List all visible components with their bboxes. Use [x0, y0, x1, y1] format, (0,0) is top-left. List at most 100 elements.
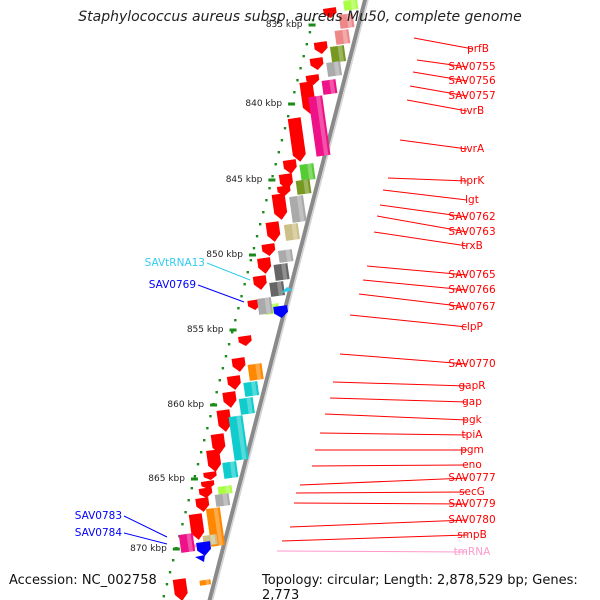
cog-class-box-body: [178, 533, 196, 553]
label-leader: [324, 413, 468, 421]
ruler-dot: [265, 199, 268, 202]
cog-class-box-shine: [315, 95, 329, 156]
cds-forward-arrow: [265, 221, 281, 242]
label-leader: [197, 284, 245, 303]
gene-label: SAV0769: [149, 279, 196, 291]
cog-class-box: [178, 533, 196, 553]
cog-class-box-shine: [303, 179, 310, 194]
ruler-dot: [224, 355, 228, 358]
cog-class-box: [289, 195, 307, 223]
gene-label: hprK: [460, 175, 486, 187]
gene-label: eno: [462, 459, 482, 471]
cog-class-box: [243, 381, 260, 397]
ruler-dot: [215, 391, 218, 394]
cog-class-box-shine: [296, 195, 305, 222]
cog-class-box-shine: [329, 79, 336, 94]
ruler-tick: [248, 253, 256, 257]
label-leader: [295, 491, 468, 494]
label-leader: [276, 550, 468, 553]
cog-class-box-shine: [205, 579, 210, 585]
cog-class-box: [247, 363, 264, 381]
cds-forward-arrow: [226, 375, 241, 390]
cog-class-box-shine: [222, 493, 229, 506]
cog-class-box: [273, 263, 290, 281]
cog-class-box: [334, 29, 351, 45]
label-leader: [399, 139, 468, 150]
gene-label: SAV0767: [448, 301, 495, 313]
label-leader: [123, 532, 168, 545]
cds-forward-arrow: [257, 257, 272, 274]
cog-class-box-shine: [236, 415, 247, 460]
cds-forward-arrow: [222, 391, 237, 408]
cog-class-box: [338, 13, 355, 29]
label-leader: [339, 353, 468, 365]
cog-class-box-shine: [333, 61, 340, 76]
genome-backbone: [207, 0, 369, 600]
cds-forward-arrow: [282, 159, 297, 174]
gene-label: clpP: [461, 321, 483, 333]
gene-label: gapR: [458, 380, 485, 392]
ruler-dot: [311, 19, 315, 22]
cds-forward-arrow: [206, 449, 222, 472]
ruler-dot: [293, 91, 296, 94]
cds-forward-arrow: [271, 193, 288, 220]
backbone-line: [207, 0, 368, 600]
cds-forward-arrow: [210, 433, 226, 454]
ruler-dot: [199, 451, 203, 454]
gene-label: SAV0777: [448, 472, 495, 484]
cog-class-box-body: [217, 485, 233, 495]
cog-class-box: [295, 179, 312, 195]
cds-forward-arrow: [172, 578, 188, 600]
cog-class-box-shine: [225, 485, 231, 494]
cds-forward-arrow: [216, 409, 232, 432]
cds-forward-arrow: [231, 357, 246, 372]
gene-features: [172, 0, 359, 600]
gene-label: trxB: [461, 240, 483, 252]
ruler-dot: [184, 511, 187, 514]
ruler-label: 870 kbp: [130, 544, 167, 554]
gene-label: SAV0779: [448, 498, 495, 510]
cog-class-box-body: [308, 95, 331, 157]
cog-class-box-body: [321, 79, 338, 95]
ruler-dot: [255, 235, 259, 238]
cog-class-box: [343, 0, 359, 11]
gene-label: pgk: [462, 414, 482, 426]
ruler-dot: [302, 55, 305, 58]
label-leader: [416, 59, 468, 68]
label-leader: [373, 231, 468, 247]
gene-labels: prfB SAV0755 SAV0756 SAV0757 uvrB uvrA hprK lgt…: [75, 43, 496, 558]
ruler-tick: [229, 328, 237, 332]
cog-class-box: [222, 461, 239, 479]
label-leader: [123, 515, 168, 538]
cog-class-box-body: [247, 363, 264, 381]
cog-class-box-shine: [337, 45, 344, 62]
label-leader: [206, 262, 251, 281]
gene-label: SAV0763: [448, 226, 495, 238]
gene-label: SAVtRNA13: [145, 257, 205, 269]
cog-class-box: [269, 281, 286, 297]
cds-reverse-arrow: [273, 305, 289, 318]
gene-label: SAV0757: [448, 90, 495, 102]
cds-forward-arrow: [238, 335, 252, 346]
ruler-dot: [240, 295, 243, 298]
cog-class-box-body: [273, 263, 290, 281]
gene-label: SAV0766: [448, 284, 496, 296]
cds-forward-arrow: [203, 471, 217, 480]
label-leader: [329, 397, 468, 403]
cog-class-box-shine: [246, 397, 253, 414]
cog-class-box-shine: [350, 0, 357, 10]
ruler-label: 860 kbp: [167, 400, 204, 410]
ruler-label: 865 kbp: [148, 474, 185, 484]
cds-forward-arrow: [276, 185, 291, 196]
ruler-label: 855 kbp: [187, 325, 224, 335]
label-leader: [289, 519, 468, 528]
ruler-dots: [162, 19, 315, 598]
cog-class-box-body: [256, 297, 274, 315]
cog-class-box: [283, 223, 300, 241]
cog-class-box: [238, 397, 255, 415]
label-leader: [319, 432, 468, 436]
cds-forward-arrow: [323, 7, 337, 18]
ruler-dot: [258, 223, 262, 226]
cog-class-box: [256, 297, 274, 315]
gene-label: SAV0780: [448, 514, 495, 526]
